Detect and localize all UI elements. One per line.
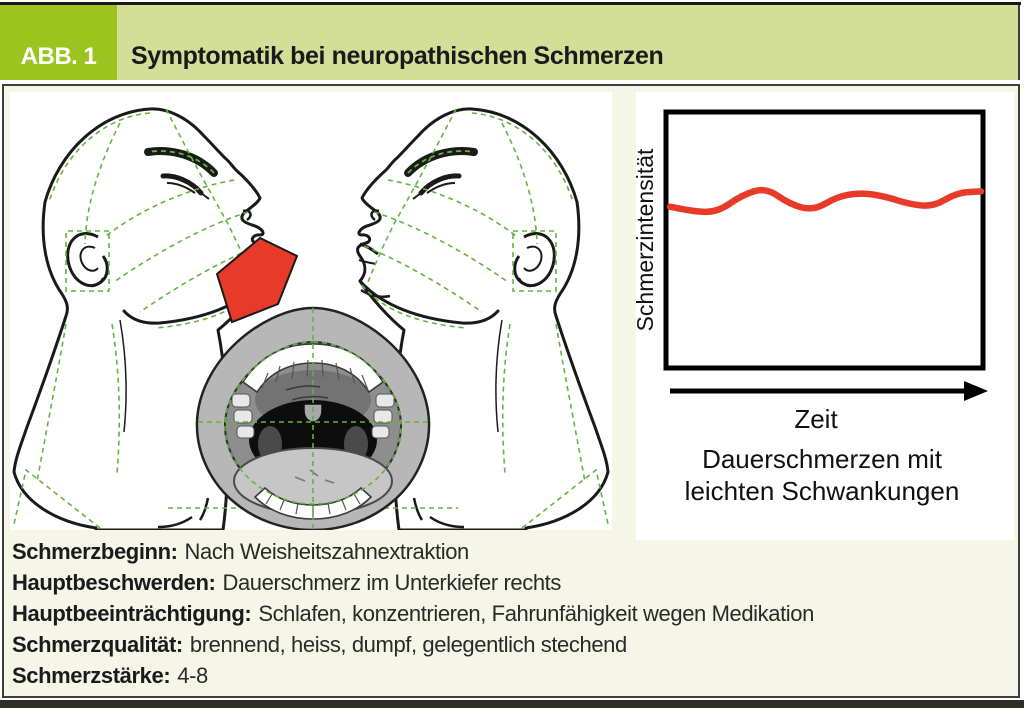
heads-illustration — [10, 92, 612, 530]
figure-content: Schmerzintensität Zeit Dauerschmerzen mi… — [2, 84, 1020, 698]
figure-header: ABB. 1 Symptomatik bei neuropathischen S… — [0, 5, 1020, 80]
detail-label: Hauptbeeinträchtigung: — [12, 601, 252, 626]
detail-label: Hauptbeschwerden: — [12, 570, 216, 595]
figure-title: Symptomatik bei neuropathischen Schmerze… — [131, 42, 664, 70]
detail-label: Schmerzstärke: — [12, 663, 171, 688]
y-axis-label: Schmerzintensität — [636, 148, 658, 331]
detail-label: Schmerzqualität: — [12, 632, 183, 657]
pain-zone-highlight — [215, 236, 299, 324]
molars — [231, 393, 395, 439]
figure-title-bar: Symptomatik bei neuropathischen Schmerze… — [117, 5, 1020, 80]
detail-value: Dauerschmerz im Unterkiefer rechts — [222, 570, 561, 595]
chart-caption-line2: leichten Schwankungen — [685, 476, 960, 506]
detail-value: brennend, heiss, dumpf, gelegentlich ste… — [189, 632, 627, 657]
detail-row-schmerzstaerke: Schmerzstärke: 4-8 — [12, 660, 1012, 691]
detail-value: Schlafen, konzentrieren, Fahrunfähigkeit… — [258, 601, 814, 626]
lower-teeth — [253, 486, 373, 520]
detail-row-hauptbeeintraechtigung: Hauptbeeinträchtigung: Schlafen, konzentr… — [12, 598, 1012, 629]
detail-row-schmerzqualitaet: Schmerzqualität: brennend, heiss, dumpf, … — [12, 629, 1012, 660]
open-mouth-illustration — [195, 306, 431, 532]
figure-label-badge: ABB. 1 — [0, 5, 117, 80]
detail-value: Nach Weisheitszahnextraktion — [184, 539, 470, 564]
footer-rule — [0, 700, 1024, 708]
x-axis-label: Zeit — [794, 404, 838, 434]
detail-value: 4-8 — [177, 663, 208, 688]
mouth-guides — [198, 308, 428, 530]
tongue-texture — [294, 469, 335, 484]
top-rule — [0, 2, 1021, 5]
detail-row-schmerzbeginn: Schmerzbeginn: Nach Weisheitszahnextrakti… — [12, 536, 1012, 567]
pain-intensity-curve — [666, 186, 985, 216]
uvula — [303, 403, 323, 423]
chart-panel: Schmerzintensität Zeit Dauerschmerzen mi… — [632, 92, 1014, 540]
detail-row-hauptbeschwerden: Hauptbeschwerden: Dauerschmerz im Unterki… — [12, 567, 1012, 598]
chart-frame — [663, 109, 986, 371]
x-axis-arrow-icon — [670, 381, 988, 401]
pain-chart: Schmerzintensität Zeit Dauerschmerzen mi… — [632, 109, 988, 506]
upper-teeth-separators — [261, 359, 369, 391]
anatomy-panel — [10, 92, 612, 530]
figure-label: ABB. 1 — [20, 43, 97, 70]
case-details: Schmerzbeginn: Nach Weisheitszahnextrakti… — [12, 536, 1012, 691]
chart-caption-line1: Dauerschmerzen mit — [702, 444, 943, 474]
palate-lines — [285, 385, 329, 401]
detail-label: Schmerzbeginn: — [12, 539, 178, 564]
